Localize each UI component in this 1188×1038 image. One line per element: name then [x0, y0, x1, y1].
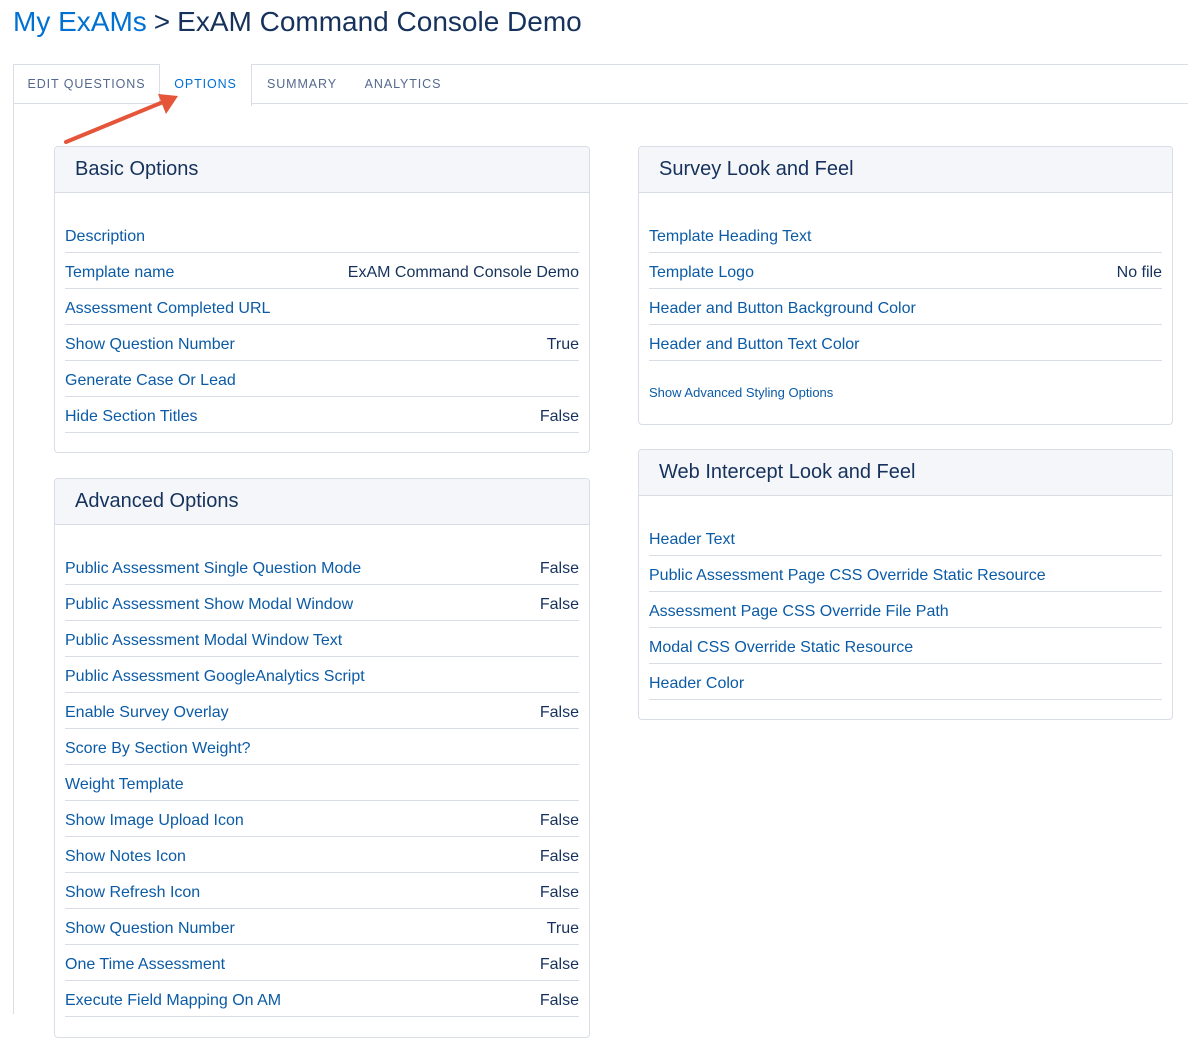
advanced-options-title: Advanced Options [55, 479, 589, 525]
option-label-generate-case-or-lead[interactable]: Generate Case Or Lead [65, 371, 236, 389]
option-label-show-refresh-icon[interactable]: Show Refresh Icon [65, 883, 201, 901]
option-label-assessment-completed-url[interactable]: Assessment Completed URL [65, 299, 271, 317]
option-row-public-assessment-single-question-mode: Public Assessment Single Question Mode Fa… [65, 549, 579, 585]
option-row-header-and-button-text-color: Header and Button Text Color [649, 325, 1162, 361]
option-row-modal-css-override-static-resource: Modal CSS Override Static Resource [649, 628, 1162, 664]
option-value: False [539, 811, 579, 829]
option-row-template-logo: Template Logo No file [649, 253, 1162, 289]
option-row-enable-survey-overlay: Enable Survey Overlay False [65, 693, 579, 729]
tab-summary[interactable]: SUMMARY [267, 77, 337, 91]
option-label-header-and-button-background-color[interactable]: Header and Button Background Color [649, 299, 916, 317]
option-value: False [539, 703, 579, 721]
advanced-options-list: Public Assessment Single Question Mode Fa… [55, 525, 589, 1017]
option-row-show-refresh-icon: Show Refresh Icon False [65, 873, 579, 909]
option-value: False [539, 559, 579, 577]
content-left-border [13, 104, 14, 1014]
web-intercept-title: Web Intercept Look and Feel [639, 450, 1172, 496]
option-label-show-notes-icon[interactable]: Show Notes Icon [65, 847, 186, 865]
survey-look-title: Survey Look and Feel [639, 147, 1172, 193]
option-label-show-image-upload-icon[interactable]: Show Image Upload Icon [65, 811, 244, 829]
option-label-show-question-number[interactable]: Show Question Number [65, 335, 235, 353]
option-label-header-and-button-text-color[interactable]: Header and Button Text Color [649, 335, 860, 353]
tab-bar: EDIT QUESTIONS OPTIONS SUMMARY ANALYTICS [13, 64, 1188, 106]
option-row-execute-field-mapping-on-am: Execute Field Mapping On AM False [65, 981, 579, 1017]
breadcrumb-separator: > [153, 6, 171, 37]
basic-options-list: Description Template name ExAM Command Con… [55, 193, 589, 433]
option-row-score-by-section-weight: Score By Section Weight? [65, 729, 579, 765]
option-value: True [546, 335, 579, 353]
web-intercept-panel: Web Intercept Look and Feel Header Text P… [638, 449, 1173, 720]
basic-options-panel: Basic Options Description Template name Ex… [54, 146, 590, 453]
option-value: No file [1116, 263, 1162, 281]
option-label-hide-section-titles[interactable]: Hide Section Titles [65, 407, 198, 425]
option-label-weight-template[interactable]: Weight Template [65, 775, 184, 793]
option-label-template-logo[interactable]: Template Logo [649, 263, 754, 281]
option-label-public-assessment-single-question-mode[interactable]: Public Assessment Single Question Mode [65, 559, 362, 577]
option-value: False [539, 883, 579, 901]
option-value: False [539, 991, 579, 1009]
option-value: False [539, 955, 579, 973]
tab-analytics[interactable]: ANALYTICS [364, 77, 442, 91]
option-label-template-name[interactable]: Template name [65, 263, 175, 281]
option-row-public-assessment-googleanalytics-script: Public Assessment GoogleAnalytics Script [65, 657, 579, 693]
tab-edit-questions[interactable]: EDIT QUESTIONS [27, 77, 146, 91]
option-row-template-heading-text: Template Heading Text [649, 217, 1162, 253]
breadcrumb-my-exams-link[interactable]: My ExAMs [13, 6, 147, 37]
option-row-show-notes-icon: Show Notes Icon False [65, 837, 579, 873]
option-row-show-image-upload-icon: Show Image Upload Icon False [65, 801, 579, 837]
breadcrumb: My ExAMs > ExAM Command Console Demo [13, 4, 582, 40]
option-label-public-assessment-modal-window-text[interactable]: Public Assessment Modal Window Text [65, 631, 343, 649]
option-label-show-question-number[interactable]: Show Question Number [65, 919, 235, 937]
option-row-public-assessment-show-modal-window: Public Assessment Show Modal Window False [65, 585, 579, 621]
option-row-weight-template: Weight Template [65, 765, 579, 801]
option-row-generate-case-or-lead: Generate Case Or Lead [65, 361, 579, 397]
survey-look-panel: Survey Look and Feel Template Heading Te… [638, 146, 1173, 425]
basic-options-title: Basic Options [55, 147, 589, 193]
option-label-template-heading-text[interactable]: Template Heading Text [649, 227, 812, 245]
show-advanced-styling-link[interactable]: Show Advanced Styling Options [649, 385, 834, 400]
option-row-show-question-number: Show Question Number True [65, 909, 579, 945]
option-row-show-question-number: Show Question Number True [65, 325, 579, 361]
annotation-arrow-icon [64, 94, 178, 144]
option-label-modal-css-override-static-resource[interactable]: Modal CSS Override Static Resource [649, 638, 914, 656]
option-label-header-color[interactable]: Header Color [649, 674, 745, 692]
option-label-public-assessment-googleanalytics-script[interactable]: Public Assessment GoogleAnalytics Script [65, 667, 365, 685]
option-label-score-by-section-weight[interactable]: Score By Section Weight? [65, 739, 251, 757]
web-intercept-list: Header Text Public Assessment Page CSS Ov… [639, 496, 1172, 700]
option-row-hide-section-titles: Hide Section Titles False [65, 397, 579, 433]
option-label-public-assessment-show-modal-window[interactable]: Public Assessment Show Modal Window [65, 595, 354, 613]
option-label-public-assessment-page-css-override-static-resource[interactable]: Public Assessment Page CSS Override Stat… [649, 566, 1046, 584]
option-row-public-assessment-modal-window-text: Public Assessment Modal Window Text [65, 621, 579, 657]
option-row-template-name: Template name ExAM Command Console Demo [65, 253, 579, 289]
option-label-enable-survey-overlay[interactable]: Enable Survey Overlay [65, 703, 229, 721]
survey-look-list: Template Heading Text Template Logo No fil… [639, 193, 1172, 361]
option-label-header-text[interactable]: Header Text [649, 530, 735, 548]
option-row-header-color: Header Color [649, 664, 1162, 700]
page-title: ExAM Command Console Demo [177, 6, 582, 37]
option-row-header-and-button-background-color: Header and Button Background Color [649, 289, 1162, 325]
option-row-header-text: Header Text [649, 520, 1162, 556]
option-value: True [546, 919, 579, 937]
option-label-execute-field-mapping-on-am[interactable]: Execute Field Mapping On AM [65, 991, 282, 1009]
option-row-assessment-completed-url: Assessment Completed URL [65, 289, 579, 325]
option-row-one-time-assessment: One Time Assessment False [65, 945, 579, 981]
option-row-public-assessment-page-css-override-static-resource: Public Assessment Page CSS Override Stat… [649, 556, 1162, 592]
option-row-assessment-page-css-override-file-path: Assessment Page CSS Override File Path [649, 592, 1162, 628]
option-row-description: Description [65, 217, 579, 253]
option-value: False [539, 595, 579, 613]
option-value: False [539, 847, 579, 865]
option-value: False [539, 407, 579, 425]
option-label-assessment-page-css-override-file-path[interactable]: Assessment Page CSS Override File Path [649, 602, 949, 620]
option-label-description[interactable]: Description [65, 227, 146, 245]
option-value: ExAM Command Console Demo [347, 263, 579, 281]
option-label-one-time-assessment[interactable]: One Time Assessment [65, 955, 226, 973]
advanced-options-panel: Advanced Options Public Assessment Singl… [54, 478, 590, 1038]
